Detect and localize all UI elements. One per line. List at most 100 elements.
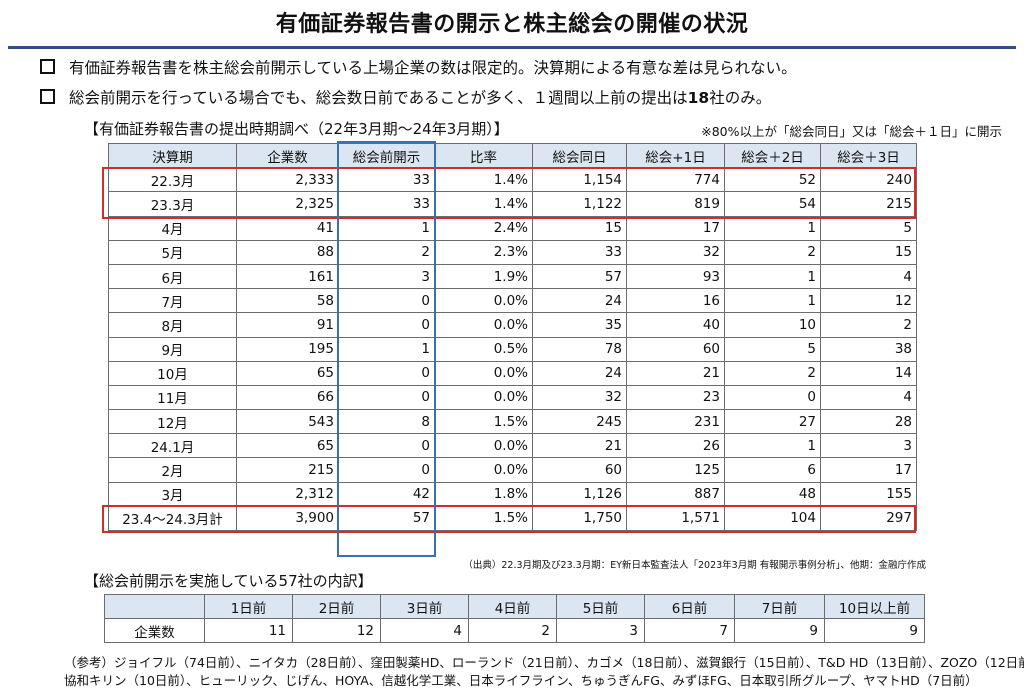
table-cell: 1 xyxy=(724,263,821,290)
table-cell: 231 xyxy=(626,409,725,435)
table-cell: 774 xyxy=(626,167,725,193)
table-cell: 24 xyxy=(532,360,627,386)
table-cell: 1.5% xyxy=(434,505,533,532)
table-cell: 543 xyxy=(236,409,339,435)
table-cell: 161 xyxy=(236,263,339,290)
header-cell: 決算期 xyxy=(108,142,237,169)
table-cell: 155 xyxy=(820,481,917,507)
table-cell: 0.0% xyxy=(434,457,533,483)
table-cell: 125 xyxy=(626,457,725,483)
table-cell: 1.5% xyxy=(434,409,533,435)
table-cell: 297 xyxy=(820,505,917,532)
table-cell: 0.0% xyxy=(434,360,533,386)
table-cell: 0 xyxy=(338,433,435,459)
table-row: 9月 195 1 0.5% 78 60 5 38 xyxy=(108,336,917,362)
table-header-row: 決算期 企業数 総会前開示 比率 総会同日 総会+1日 総会＋2日 総会＋3日 xyxy=(108,142,917,169)
row-label: 23.3月 xyxy=(108,191,237,217)
table-cell: 4 xyxy=(820,263,917,290)
table-cell: 1 xyxy=(724,215,821,241)
bullet-2-count: 18 xyxy=(687,89,710,107)
table-cell: 5 xyxy=(724,336,821,362)
breakdown-section-title: 【総会前開示を実施している57社の内訳】 xyxy=(84,572,373,590)
table-row: 4月 41 1 2.4% 15 17 1 5 xyxy=(108,215,917,241)
table-cell: 15 xyxy=(532,215,627,241)
table-row: 11月 66 0 0.0% 32 23 0 4 xyxy=(108,384,917,411)
table-cell: 15 xyxy=(820,239,917,265)
table-cell: 60 xyxy=(532,457,627,483)
table-cell: 38 xyxy=(820,336,917,362)
table-row: 12月 543 8 1.5% 245 231 27 28 xyxy=(108,409,917,435)
table-cell: 60 xyxy=(626,336,725,362)
table-row: 6月 161 3 1.9% 57 93 1 4 xyxy=(108,263,917,290)
table-cell: 33 xyxy=(532,239,627,265)
header-cell xyxy=(104,594,205,619)
header-cell: 総会同日 xyxy=(532,142,627,169)
breakdown-row: 企業数 11 12 4 2 3 7 9 9 xyxy=(104,618,925,643)
table-cell: 21 xyxy=(626,360,725,386)
table-cell: 245 xyxy=(532,409,627,435)
table-cell: 1.4% xyxy=(434,167,533,193)
table-cell: 0.0% xyxy=(434,384,533,411)
table-cell: 1,750 xyxy=(532,505,627,532)
table-cell: 4 xyxy=(380,618,469,643)
table-cell: 5 xyxy=(820,215,917,241)
table-cell: 887 xyxy=(626,481,725,507)
table-cell: 0 xyxy=(338,288,435,314)
table-cell: 27 xyxy=(724,409,821,435)
row-label: 3月 xyxy=(108,481,237,507)
table-cell: 41 xyxy=(236,215,339,241)
reference-line-2: 協和キリン（10日前）、ヒューリック、じげん、HOYA、信越化学工業、日本ライフ… xyxy=(64,673,978,688)
table-cell: 0.0% xyxy=(434,433,533,459)
table-cell: 57 xyxy=(338,505,435,532)
table-row: 2月 215 0 0.0% 60 125 6 17 xyxy=(108,457,917,483)
header-cell: 企業数 xyxy=(236,142,339,169)
header-cell: 3日前 xyxy=(380,594,469,619)
source-note: （出典）22.3月期及び23.3月期：EY新日本監査法人「2023年3月期 有報… xyxy=(463,560,926,571)
row-label: 2月 xyxy=(108,457,237,483)
header-cell: 総会＋3日 xyxy=(820,142,917,169)
table-cell: 2 xyxy=(820,312,917,338)
table-cell: 78 xyxy=(532,336,627,362)
table-cell: 215 xyxy=(820,191,917,217)
table-cell: 48 xyxy=(724,481,821,507)
row-label: 22.3月 xyxy=(108,167,237,193)
table-cell: 2.3% xyxy=(434,239,533,265)
table-cell: 7 xyxy=(644,618,735,643)
row-label: 9月 xyxy=(108,336,237,362)
row-label: 5月 xyxy=(108,239,237,265)
row-label: 24.1月 xyxy=(108,433,237,459)
table-cell: 12 xyxy=(820,288,917,314)
table-cell: 17 xyxy=(626,215,725,241)
table-cell: 1,126 xyxy=(532,481,627,507)
table-cell: 2 xyxy=(724,360,821,386)
table-cell: 23 xyxy=(626,384,725,411)
row-label: 4月 xyxy=(108,215,237,241)
table-cell: 17 xyxy=(820,457,917,483)
table-cell: 0 xyxy=(338,384,435,411)
table-cell: 215 xyxy=(236,457,339,483)
table-cell: 4 xyxy=(820,384,917,411)
table-cell: 1.8% xyxy=(434,481,533,507)
table-cell: 2 xyxy=(724,239,821,265)
title-underline xyxy=(8,46,1016,49)
table-cell: 32 xyxy=(626,239,725,265)
table-cell: 24 xyxy=(532,288,627,314)
row-label: 12月 xyxy=(108,409,237,435)
table-row: 22.3月 2,333 33 1.4% 1,154 774 52 240 xyxy=(108,167,917,193)
table-cell: 1.4% xyxy=(434,191,533,217)
table-cell: 10 xyxy=(724,312,821,338)
table-cell: 819 xyxy=(626,191,725,217)
bullet-1-text: 有価証券報告書を株主総会前開示している上場企業の数は限定的。決算期による有意な差… xyxy=(69,59,797,77)
header-cell: 10日以上前 xyxy=(824,594,925,619)
table-cell: 65 xyxy=(236,360,339,386)
table-cell: 3 xyxy=(338,263,435,290)
header-cell: 7日前 xyxy=(734,594,825,619)
table-cell: 58 xyxy=(236,288,339,314)
table-row: 24.1月 65 0 0.0% 21 26 1 3 xyxy=(108,433,917,459)
row-label: 8月 xyxy=(108,312,237,338)
table-cell: 1 xyxy=(338,215,435,241)
table-cell: 32 xyxy=(532,384,627,411)
table-cell: 11 xyxy=(204,618,293,643)
table-row: 3月 2,312 42 1.8% 1,126 887 48 155 xyxy=(108,481,917,507)
